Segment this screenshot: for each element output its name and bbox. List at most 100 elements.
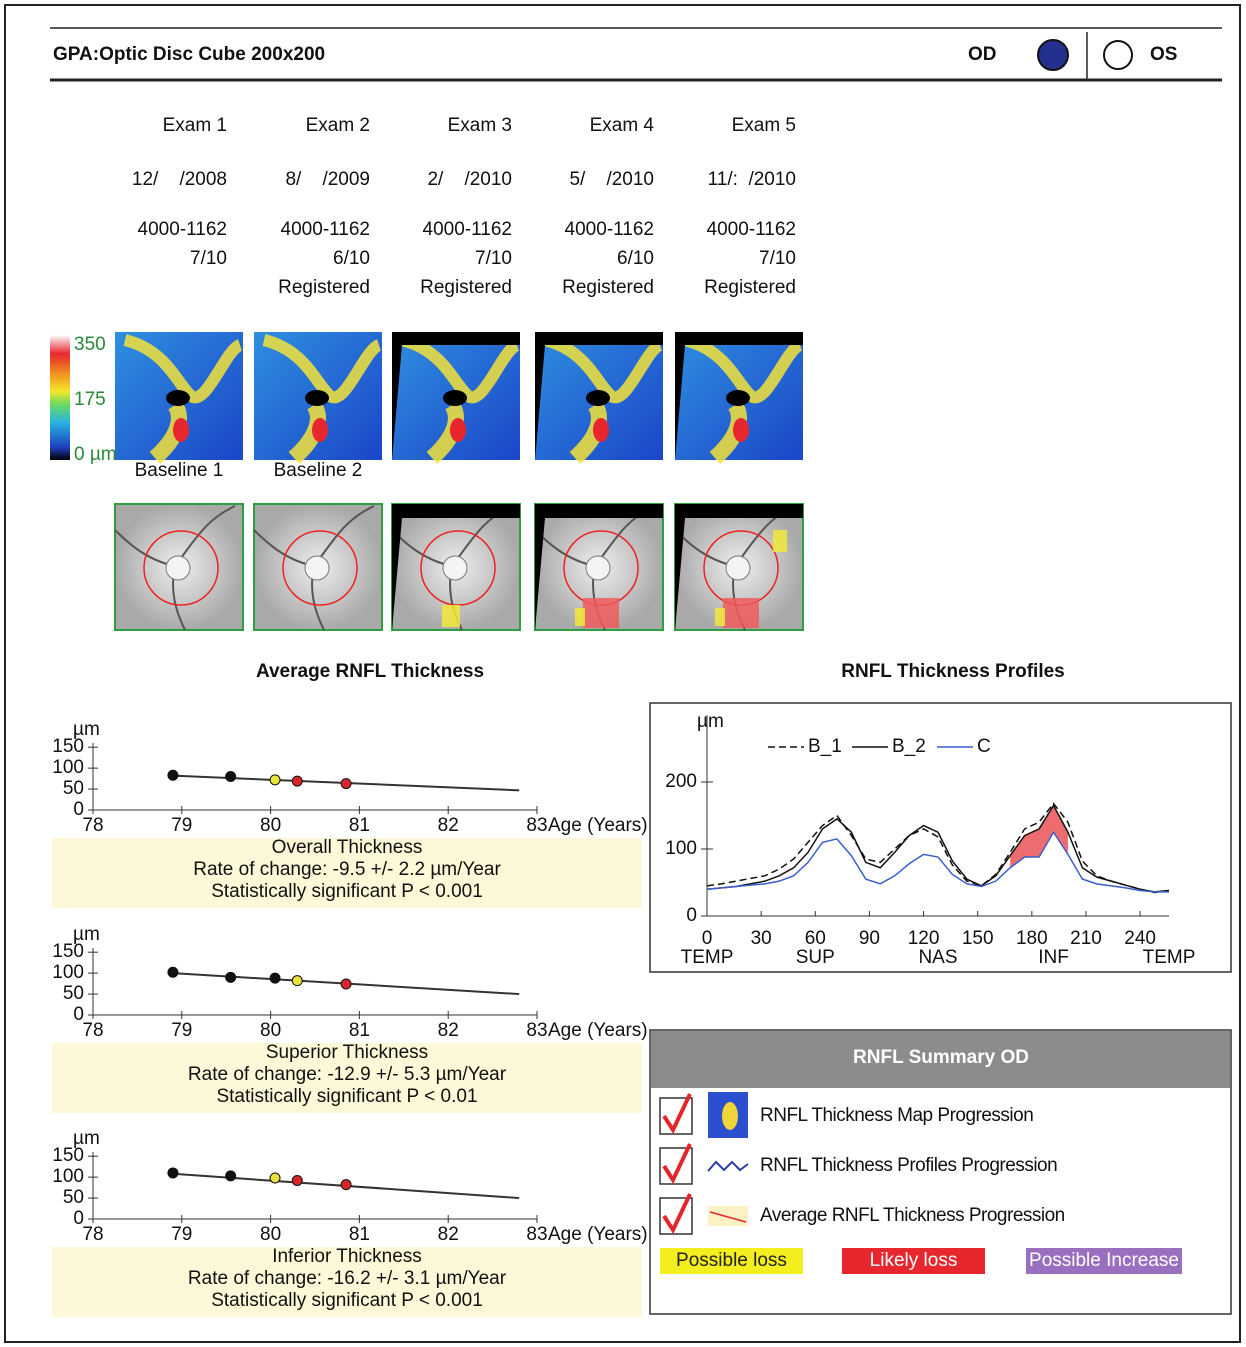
y-tick-label: 100 — [52, 1166, 84, 1187]
exam-point — [292, 1175, 302, 1185]
baseline-label: Baseline 2 — [274, 460, 363, 481]
y-axis-label: µm — [697, 711, 724, 732]
exam-serial: 4000-1162 — [565, 219, 654, 240]
x-tick-label: 80 — [260, 1224, 281, 1245]
exam-status: Registered — [278, 277, 370, 298]
y-tick-label: 0 — [686, 905, 697, 926]
x-tick-label: 180 — [1016, 928, 1048, 949]
exam-name: Exam 4 — [590, 115, 655, 136]
x-tick-label: 60 — [805, 928, 826, 949]
exam-point — [168, 770, 178, 780]
x-axis-label: Age (Years) — [548, 1224, 648, 1245]
exam-signal: 7/10 — [190, 248, 227, 269]
baseline-label: Baseline 1 — [135, 460, 224, 481]
region-label: NAS — [918, 947, 957, 968]
x-tick-label: 81 — [349, 1224, 370, 1245]
eye-od-radio — [1038, 40, 1068, 70]
exam-serial: 4000-1162 — [423, 219, 512, 240]
x-tick-label: 30 — [751, 928, 772, 949]
caption-rate: Rate of change: -16.2 +/- 3.1 µm/Year — [188, 1268, 507, 1289]
exam-status: Registered — [420, 277, 512, 298]
x-tick-label: 79 — [171, 815, 192, 836]
key-label: Possible Increase — [1029, 1250, 1179, 1271]
change-patch — [583, 598, 619, 628]
x-tick-label: 78 — [82, 815, 103, 836]
exam-signal: 6/10 — [333, 248, 370, 269]
summary-item: RNFL Thickness Map Progression — [760, 1105, 1033, 1126]
exam-status: Registered — [562, 277, 654, 298]
exam-signal: 6/10 — [617, 248, 654, 269]
caption-significance: Statistically significant P < 0.01 — [216, 1086, 477, 1107]
y-tick-label: 150 — [52, 941, 84, 962]
y-tick-label: 50 — [63, 983, 84, 1004]
icon-map-hot — [722, 1102, 738, 1130]
caption-title: Superior Thickness — [266, 1042, 428, 1063]
y-tick-label: 200 — [665, 771, 697, 792]
exam-point — [341, 1180, 351, 1190]
change-patch — [723, 598, 759, 628]
summary-title: RNFL Summary OD — [853, 1047, 1029, 1068]
report: GPA:Optic Disc Cube 200x200ODOSExam 112/… — [0, 0, 1246, 1347]
exam-point — [341, 779, 351, 789]
region-label: INF — [1038, 947, 1069, 968]
exam-date: 8/ /2009 — [285, 169, 370, 190]
colorbar-label: 0 µm — [74, 444, 117, 465]
report-title: GPA:Optic Disc Cube 200x200 — [53, 44, 325, 65]
x-tick-label: 81 — [349, 1020, 370, 1041]
map-hot — [450, 418, 466, 442]
profile-line — [707, 832, 1169, 892]
exam-name: Exam 5 — [732, 115, 796, 136]
x-tick-label: 83 — [526, 1020, 547, 1041]
exam-point — [168, 1168, 178, 1178]
exam-date: 12/ /2008 — [132, 169, 227, 190]
change-patch — [442, 605, 460, 627]
optic-disc — [586, 556, 610, 580]
icon-trend — [708, 1206, 748, 1226]
region-label: SUP — [796, 947, 835, 968]
colorbar-label: 175 — [74, 389, 106, 410]
x-tick-label: 78 — [82, 1020, 103, 1041]
exam-point — [226, 972, 236, 982]
x-tick-label: 79 — [171, 1020, 192, 1041]
map-hot — [312, 418, 328, 442]
exam-date: 5/ /2010 — [569, 169, 654, 190]
y-tick-label: 100 — [52, 962, 84, 983]
x-axis-label: Age (Years) — [548, 815, 648, 836]
map-cup — [305, 390, 329, 406]
y-tick-label: 50 — [63, 1187, 84, 1208]
x-tick-label: 79 — [171, 1224, 192, 1245]
exam-signal: 7/10 — [759, 248, 796, 269]
caption-significance: Statistically significant P < 0.001 — [211, 1290, 483, 1311]
map-hot — [593, 418, 609, 442]
x-tick-label: 82 — [438, 1020, 459, 1041]
y-tick-label: 50 — [63, 778, 84, 799]
eye-os-radio — [1104, 41, 1132, 69]
optic-disc — [726, 556, 750, 580]
x-tick-label: 81 — [349, 815, 370, 836]
exam-point — [270, 775, 280, 785]
section-title: Average RNFL Thickness — [256, 661, 484, 682]
y-tick-label: 150 — [52, 736, 84, 757]
key-label: Likely loss — [870, 1250, 958, 1271]
region-label: TEMP — [1143, 947, 1196, 968]
exam-point — [292, 976, 302, 986]
x-tick-label: 82 — [438, 815, 459, 836]
x-tick-label: 0 — [702, 928, 713, 949]
x-tick-label: 80 — [260, 1020, 281, 1041]
caption-title: Inferior Thickness — [272, 1246, 422, 1267]
map-cup — [726, 390, 750, 406]
exam-serial: 4000-1162 — [707, 219, 796, 240]
caption-significance: Statistically significant P < 0.001 — [211, 881, 483, 902]
y-tick-label: 100 — [52, 757, 84, 778]
map-cup — [586, 390, 610, 406]
exam-status: Registered — [704, 277, 796, 298]
exam-name: Exam 1 — [163, 115, 227, 136]
change-patch — [773, 530, 787, 552]
x-tick-label: 150 — [962, 928, 994, 949]
eye-os: OS — [1150, 44, 1177, 65]
change-patch — [575, 608, 585, 626]
legend-label: B_1 — [808, 736, 842, 757]
change-patch — [715, 608, 725, 626]
x-tick-label: 82 — [438, 1224, 459, 1245]
x-tick-label: 83 — [526, 815, 547, 836]
